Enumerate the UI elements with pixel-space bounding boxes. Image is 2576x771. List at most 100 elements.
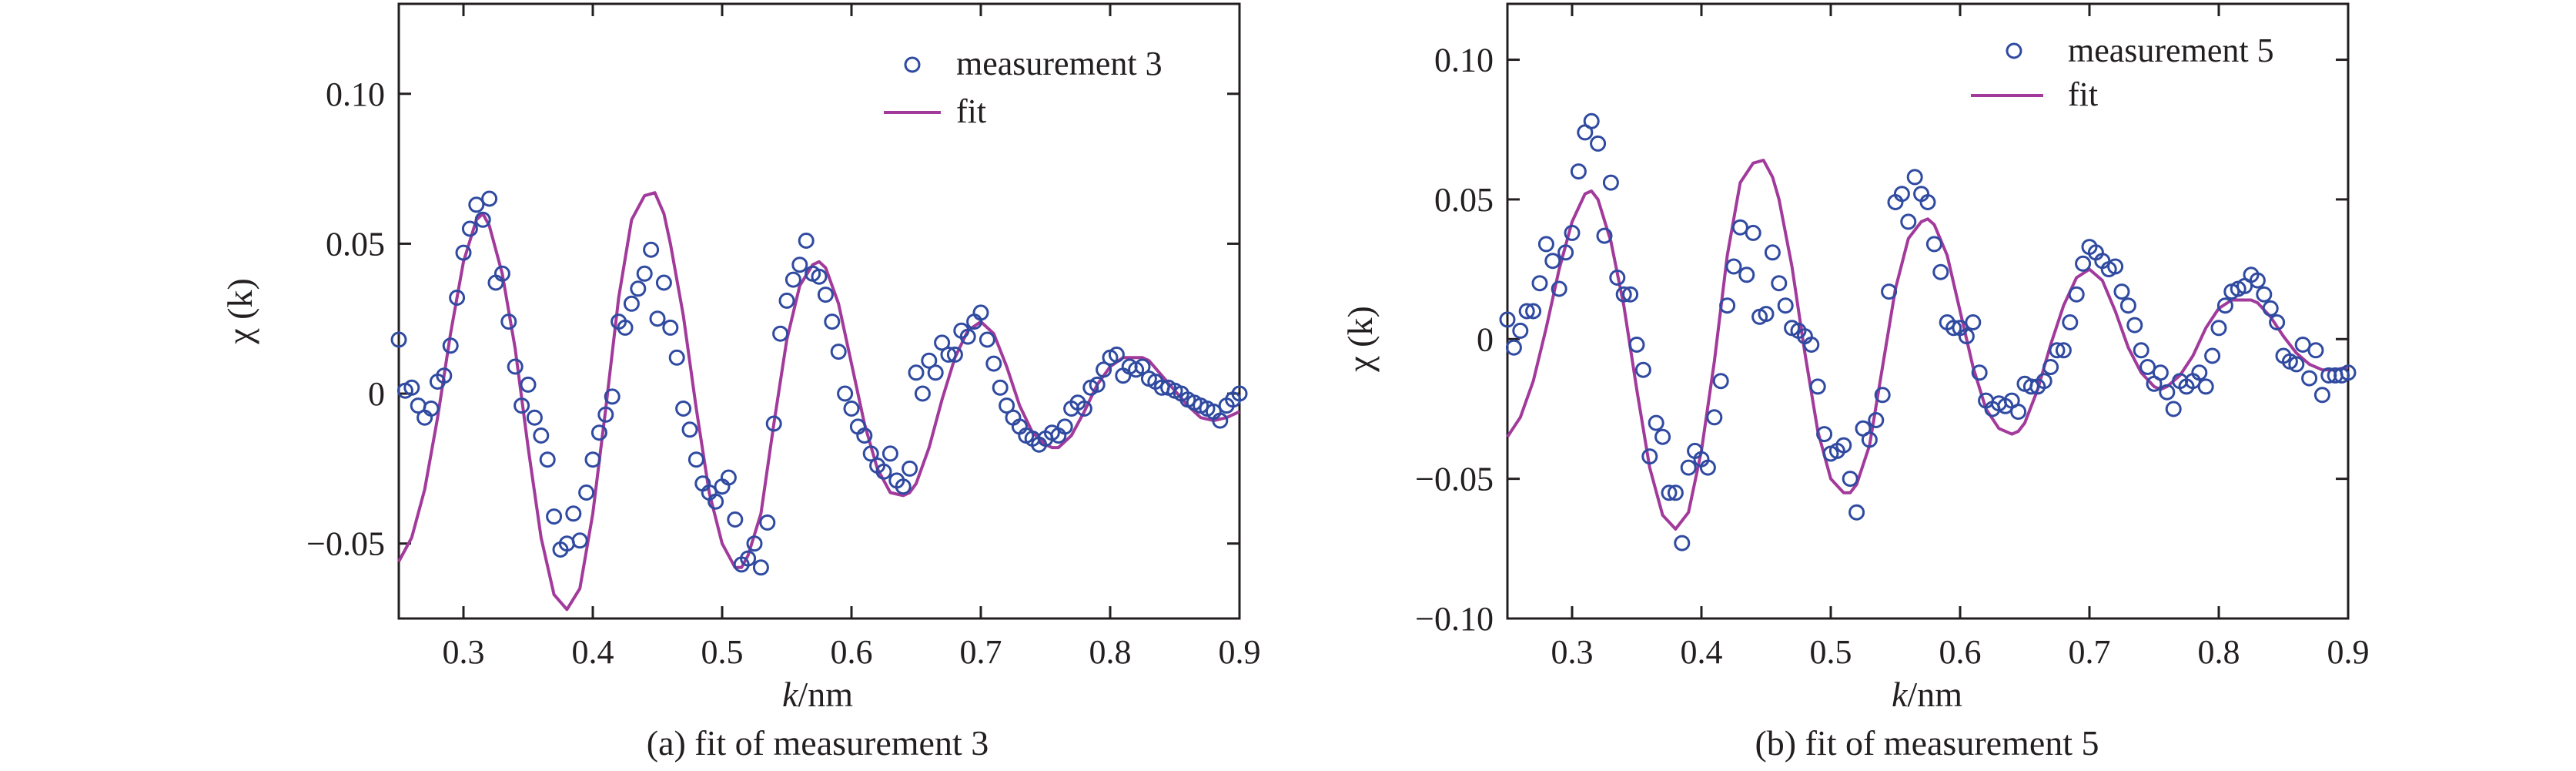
y-axis-label-a: χ (k) (220, 278, 259, 345)
data-point (2062, 314, 2079, 330)
data-point (811, 268, 828, 285)
data-point (1056, 418, 1073, 435)
data-point (1518, 303, 1535, 320)
data-point (720, 469, 737, 486)
data-point (999, 397, 1015, 414)
x-tick-label: 0.5 (1810, 633, 1852, 671)
data-point (2210, 320, 2227, 337)
data-point (1551, 280, 1567, 297)
data-point (590, 424, 607, 441)
data-point (1965, 314, 1982, 330)
x-tick-label: 0.6 (1939, 633, 1982, 671)
fit-line (397, 191, 1240, 612)
y-tick-label: −0.05 (306, 525, 385, 563)
data-point (1076, 401, 1092, 417)
data-point (2294, 337, 2311, 353)
x-tick-label: 0.9 (1219, 633, 1261, 671)
data-point (1134, 358, 1151, 375)
data-point (2191, 364, 2208, 381)
data-point (727, 511, 744, 528)
data-point (1537, 236, 1554, 253)
data-point (604, 388, 621, 405)
tick-labels-a: 0.3 0.4 0.5 0.6 0.7 0.8 0.9 0.10 0.05 0 −0.05 (306, 75, 1260, 671)
data-point (940, 346, 957, 363)
data-point (1874, 387, 1891, 404)
data-point (1557, 244, 1574, 261)
legend-a: measurement 3 fit (884, 45, 1163, 130)
data-point (1680, 459, 1697, 476)
data-point (2049, 342, 2066, 359)
data-point (875, 463, 892, 480)
data-point (979, 331, 995, 348)
data-point (455, 244, 472, 261)
data-point (1570, 163, 1587, 180)
data-point (1505, 339, 1522, 356)
x-axis-label-variable-b: k (1892, 675, 1909, 714)
fit-line (1506, 159, 2349, 531)
data-point (908, 364, 925, 381)
data-point (759, 514, 776, 531)
measurement-points-b (1499, 112, 2357, 551)
data-point (2262, 300, 2279, 317)
data-point (630, 280, 647, 297)
data-point (1499, 311, 1516, 328)
data-point (1803, 337, 1820, 353)
data-point (843, 401, 860, 417)
x-tick-label: 0.4 (1681, 633, 1723, 671)
data-point (1919, 194, 1936, 210)
data-point (837, 385, 854, 402)
data-point (959, 328, 976, 345)
data-point (1771, 275, 1788, 292)
data-point (1861, 431, 1878, 448)
x-tick-label: 0.8 (1089, 633, 1132, 671)
legend-b: measurement 5 fit (1971, 32, 2274, 113)
data-point (1906, 169, 1923, 186)
data-point (1525, 303, 1542, 320)
x-tick-label: 0.3 (443, 633, 485, 671)
data-point (468, 196, 485, 213)
legend-label-measurement-a: measurement 3 (956, 45, 1163, 82)
data-point (1868, 412, 1885, 428)
data-point (1583, 112, 1600, 129)
data-point (449, 290, 466, 306)
data-point (2165, 401, 2182, 417)
x-tick-label: 0.7 (960, 633, 1002, 671)
ticks-a (399, 4, 1241, 618)
caption-b: (b) fit of measurement 5 (1755, 723, 2099, 763)
data-point (2340, 364, 2357, 381)
y-tick-label: 0.05 (326, 225, 385, 263)
y-tick-label: 0 (368, 375, 385, 413)
plot-frame-b (1506, 2, 2350, 620)
x-axis-label-b: k/nm (1892, 675, 1962, 714)
data-point (520, 376, 537, 393)
data-point (546, 508, 563, 525)
data-point (649, 310, 666, 327)
data-point (1731, 219, 1748, 236)
data-point (2288, 356, 2305, 373)
data-point (514, 397, 530, 414)
data-point (2152, 364, 2169, 381)
data-point (2010, 404, 2027, 421)
data-point (1971, 364, 1988, 381)
data-point (578, 484, 595, 501)
data-point (493, 265, 510, 282)
x-tick-label: 0.7 (2069, 633, 2111, 671)
data-point (584, 451, 601, 468)
data-point (985, 355, 1002, 372)
data-point (597, 406, 614, 423)
chart-panel-b: 0.3 0.4 0.5 0.6 0.7 0.8 0.9 0.10 0.05 0 −0.05 −0.10… (1340, 2, 2370, 763)
data-point (1661, 484, 1678, 501)
caption-a: (a) fit of measurement 3 (647, 723, 989, 763)
data-point (1667, 484, 1684, 501)
data-point (772, 325, 789, 342)
data-point (1706, 409, 1723, 426)
data-point (2068, 286, 2085, 303)
legend-label-fit-a: fit (956, 92, 986, 130)
data-point (1628, 337, 1645, 353)
x-tick-label: 0.9 (2327, 633, 2370, 671)
data-point (862, 445, 879, 462)
data-point (2159, 384, 2176, 401)
data-point (934, 334, 951, 351)
data-point (817, 287, 834, 303)
data-point (2139, 359, 2156, 375)
